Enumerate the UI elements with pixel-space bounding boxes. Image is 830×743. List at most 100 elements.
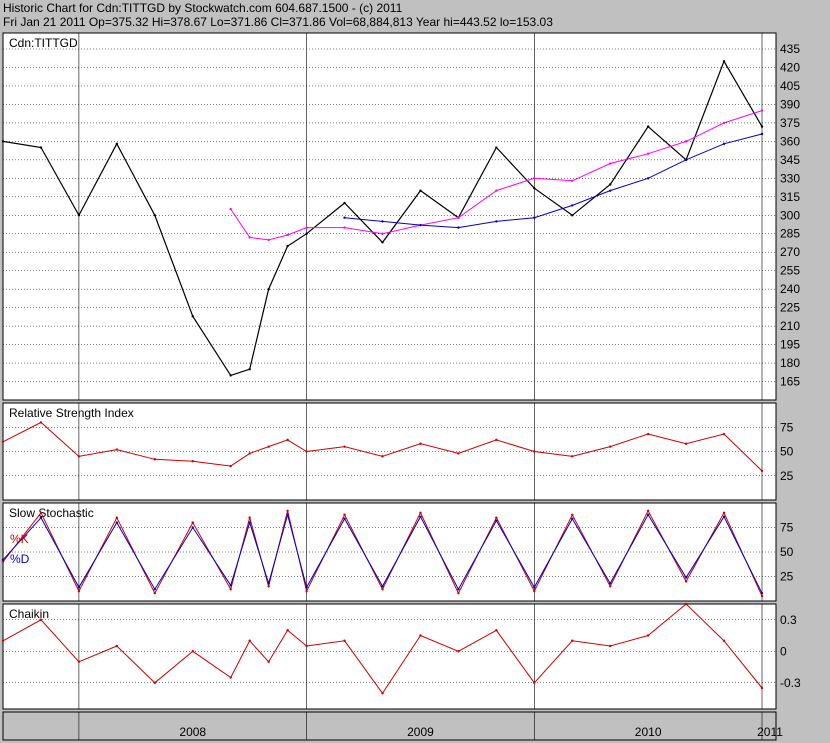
y-tick-label-price: 390 [780,97,800,111]
data-point-stochastic-0 [286,509,289,513]
data-point-stochastic-0 [722,511,726,514]
data-point-stochastic-1 [760,591,764,595]
data-point-price-2 [381,220,384,223]
data-point-price-0 [286,244,289,248]
data-point-stochastic-0 [457,591,460,595]
panel-chaikin: 0.3 0 -0.3 Chaikin [1,602,801,710]
data-point-price-0 [646,125,650,128]
y-tick-label-price: 270 [780,245,800,259]
data-point-chaikin-0 [609,644,612,648]
y-tick-label-price: 285 [780,227,800,241]
data-point-price-1 [495,189,498,192]
data-point-price-1 [305,226,308,229]
data-point-stochastic-0 [248,516,251,519]
y-tick-label-stochastic: 50 [780,545,794,559]
data-point-stochastic-1 [343,517,346,520]
panel-price: 165 180 195 210 225 240 255 270 285 300 315 330 345 3… [1,32,800,401]
data-point-price-0 [722,60,726,63]
panel-stochastic: 25 50 75 Slow Stochastic %K %D [1,502,794,602]
y-tick-label-price: 345 [780,153,800,167]
data-point-price-2 [646,177,650,180]
y-tick-label-price: 240 [780,282,800,296]
data-point-stochastic-1 [39,516,43,519]
data-point-price-1 [248,236,251,239]
legend-entry-0: %K [10,532,29,546]
data-point-chaikin-0 [533,681,536,684]
data-point-stochastic-0 [115,516,119,519]
data-point-stochastic-0 [153,591,156,595]
data-point-price-1 [343,226,346,229]
y-tick-label-rsi: 25 [780,469,794,483]
data-point-price-1 [533,177,536,180]
y-tick-label-price: 165 [780,375,800,389]
data-point-price-2 [571,204,574,207]
data-point-stochastic-1 [115,521,119,524]
data-point-chaikin-0 [77,660,81,663]
data-point-chaikin-0 [722,639,726,642]
data-point-price-1 [684,140,688,143]
data-point-rsi-0 [684,442,688,445]
data-point-price-0 [229,374,232,377]
panel-title-rsi: Relative Strength Index [9,406,134,420]
data-point-stochastic-1 [77,586,81,589]
panel-title-stochastic: Slow Stochastic [9,506,94,520]
data-point-price-0 [39,146,43,149]
data-point-price-0 [191,315,194,318]
data-point-stochastic-0 [571,513,574,516]
data-point-rsi-0 [609,445,612,448]
data-point-chaikin-0 [571,639,574,642]
data-point-stochastic-0 [229,588,232,591]
y-tick-label-stochastic: 75 [780,521,794,535]
data-point-rsi-0 [646,432,650,436]
data-point-rsi-0 [722,432,726,436]
data-point-chaikin-0 [267,660,270,663]
data-point-price-1 [722,121,726,125]
data-point-chaikin-0 [229,676,232,679]
data-point-stochastic-1 [722,515,726,518]
data-point-rsi-0 [1,440,5,443]
panel-stochastic-frame [2,502,777,602]
y-tick-label-rsi: 50 [780,445,794,459]
x-tick-label-2010: 2010 [635,725,662,739]
data-point-price-2 [457,226,460,229]
data-point-price-0 [153,214,156,217]
data-point-price-0 [495,146,498,149]
data-point-price-0 [1,140,5,143]
data-point-rsi-0 [248,452,251,455]
data-point-price-2 [609,189,612,192]
chart-header-quote: Fri Jan 21 2011 Op=375.32 Hi=378.67 Lo=3… [3,15,553,29]
data-point-price-0 [305,232,308,235]
data-point-stochastic-0 [381,588,384,591]
y-tick-label-price: 225 [780,301,800,315]
y-tick-label-price: 420 [780,60,800,74]
x-axis-band [2,711,777,741]
data-point-rsi-0 [533,450,536,453]
data-point-price-0 [343,201,346,205]
data-point-chaikin-0 [457,650,460,653]
data-point-chaikin-0 [495,629,498,632]
data-point-price-0 [760,125,764,128]
data-point-stochastic-1 [305,586,308,589]
data-point-stochastic-1 [457,588,460,591]
data-point-chaikin-0 [286,629,289,632]
panel-title-chaikin: Chaikin [9,607,49,621]
y-tick-label-chaikin: 0 [780,644,787,658]
data-point-price-1 [609,162,612,165]
data-point-price-1 [286,233,289,237]
data-point-rsi-0 [495,438,498,442]
y-tick-label-price: 315 [780,190,800,204]
data-point-rsi-0 [343,445,346,448]
x-axis: 2008 2009 2010 2011 [2,711,783,741]
y-tick-label-price: 405 [780,79,800,93]
data-point-price-2 [722,142,726,146]
data-point-stochastic-0 [760,594,764,598]
data-point-stochastic-0 [77,590,81,593]
data-point-chaikin-0 [153,681,156,684]
data-point-rsi-0 [457,452,460,455]
data-point-stochastic-1 [533,586,536,589]
x-tick-label-2009: 2009 [407,725,434,739]
data-point-stochastic-1 [191,526,194,529]
data-point-price-0 [115,142,119,146]
data-point-rsi-0 [286,438,289,442]
